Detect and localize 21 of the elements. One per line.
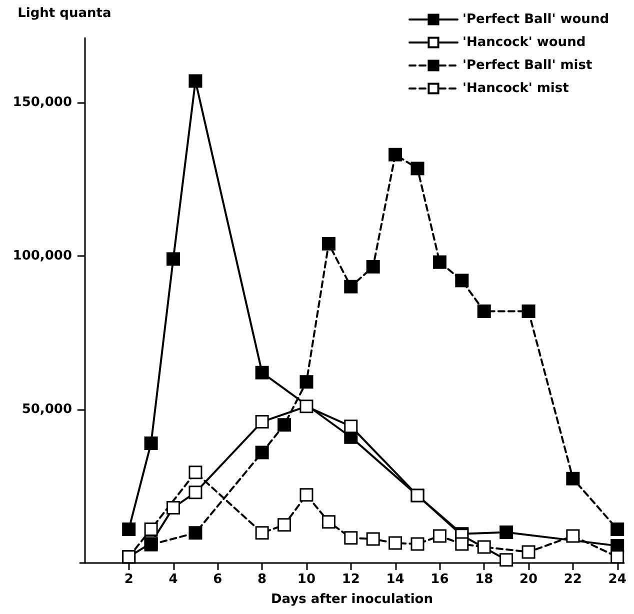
x-tick-label: 20 xyxy=(519,572,538,587)
y-tick-label: 50,000 xyxy=(22,402,72,417)
legend-label: 'Perfect Ball' mist xyxy=(462,58,592,73)
legend-label: 'Perfect Ball' wound xyxy=(462,12,610,27)
x-tick-label: 6 xyxy=(213,572,222,587)
x-tick-label: 18 xyxy=(475,572,494,587)
x-tick-label: 22 xyxy=(564,572,582,587)
x-axis-title: Days after inoculation xyxy=(271,592,433,607)
y-tick-label: 150,000 xyxy=(12,94,72,110)
x-tick-label: 14 xyxy=(386,572,404,587)
x-tick-label: 2 xyxy=(124,572,134,587)
x-tick-label: 24 xyxy=(608,572,626,587)
legend-label: 'Hancock' mist xyxy=(462,81,569,96)
x-tick-label: 10 xyxy=(297,572,316,587)
x-tick-label: 16 xyxy=(430,572,449,587)
x-tick-label: 8 xyxy=(258,572,267,587)
x-tick-label: 12 xyxy=(342,572,360,587)
legend-label: 'Hancock' wound xyxy=(462,35,586,50)
x-tick-label: 4 xyxy=(168,572,178,587)
y-tick-label: 100,000 xyxy=(12,248,72,264)
y-axis-title: Light quanta xyxy=(18,6,112,21)
